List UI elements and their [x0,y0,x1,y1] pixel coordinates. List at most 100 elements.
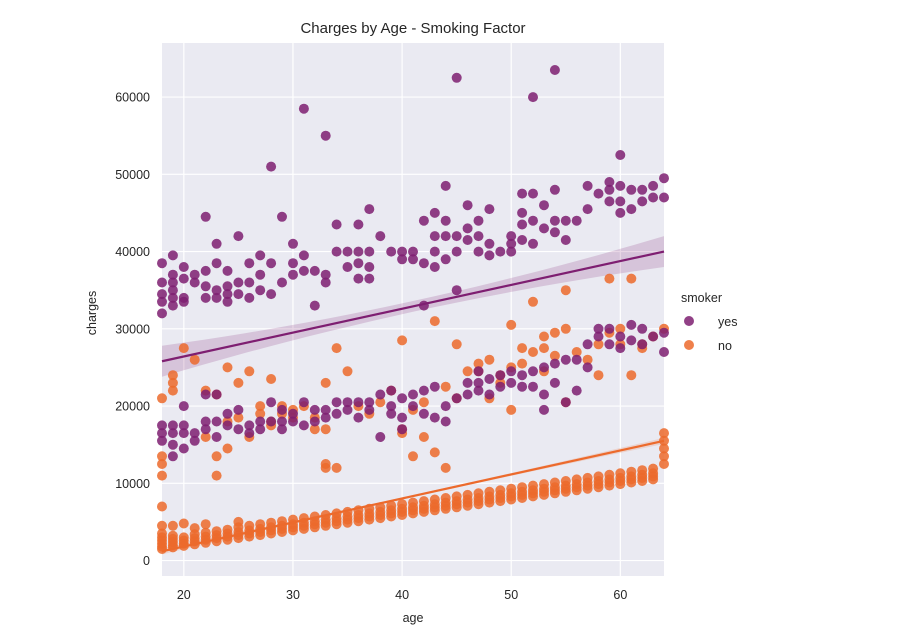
point-yes-178 [517,219,528,230]
point-yes-117 [386,246,397,257]
x-tick-label-0: 20 [177,588,191,602]
point-yes-15 [167,428,178,439]
point-no-193 [484,486,495,497]
point-yes-82 [298,265,309,276]
point-yes-124 [397,412,408,423]
point-yes-101 [342,404,353,415]
point-yes-85 [309,265,320,276]
point-yes-229 [637,196,648,207]
point-yes-155 [462,377,473,388]
point-yes-0 [157,258,167,269]
point-yes-192 [539,404,549,415]
point-no-233 [549,350,560,361]
point-no-18 [167,385,178,396]
point-yes-55 [244,258,255,269]
point-no-43 [211,526,222,537]
point-yes-52 [233,289,244,300]
point-no-286 [659,459,669,469]
point-no-121 [342,366,353,377]
point-yes-133 [418,385,429,396]
point-no-226 [539,343,549,354]
point-yes-111 [364,273,375,284]
point-no-274 [626,370,637,381]
point-no-148 [397,335,408,346]
point-no-160 [418,397,429,408]
point-no-136 [375,397,386,408]
point-yes-3 [157,296,167,307]
point-yes-33 [200,292,211,303]
point-yes-18 [178,262,189,272]
point-no-182 [462,489,473,500]
point-yes-40 [211,292,222,303]
point-yes-212 [593,323,604,334]
point-yes-213 [604,177,615,187]
x-tick-label-3: 50 [504,588,518,602]
point-yes-225 [626,204,637,215]
point-yes-198 [549,377,560,388]
point-yes-54 [233,404,244,415]
point-yes-25 [178,443,189,454]
point-yes-80 [298,103,309,114]
point-yes-89 [320,130,331,141]
point-no-214 [517,343,528,354]
point-yes-65 [266,161,277,172]
point-yes-56 [244,277,255,288]
point-no-58 [233,516,244,527]
point-yes-30 [200,211,211,222]
point-yes-123 [397,393,408,404]
point-yes-168 [495,246,506,257]
point-yes-230 [637,323,648,334]
point-yes-48 [222,408,233,419]
point-yes-175 [506,377,517,388]
point-yes-93 [320,412,331,423]
point-yes-11 [167,285,178,296]
point-yes-77 [288,269,298,280]
point-yes-100 [342,397,353,408]
point-yes-96 [331,408,342,419]
point-yes-169 [495,370,506,381]
point-yes-197 [549,358,560,369]
point-yes-238 [659,347,669,357]
point-yes-43 [211,432,222,442]
point-yes-63 [255,416,266,427]
point-yes-95 [331,246,342,257]
point-no-79 [266,374,277,384]
point-yes-13 [167,300,178,311]
point-yes-92 [320,404,331,415]
point-no-16 [167,530,178,541]
point-yes-176 [517,188,528,199]
point-yes-221 [615,207,626,218]
point-yes-143 [440,231,451,242]
point-no-71 [255,401,266,412]
point-yes-72 [277,404,287,415]
regression-line-yes [161,250,665,363]
point-no-260 [604,469,615,480]
point-yes-105 [353,273,364,284]
point-no-176 [451,491,462,502]
point-yes-218 [615,150,626,160]
point-no-254 [593,471,604,482]
point-yes-166 [484,374,495,384]
point-yes-208 [582,339,593,350]
point-yes-107 [353,412,364,423]
point-yes-67 [266,289,277,300]
point-no-205 [506,483,517,494]
point-yes-46 [222,289,233,300]
point-yes-129 [408,401,418,412]
point-yes-234 [648,331,659,342]
point-yes-69 [266,416,277,427]
point-yes-28 [189,428,200,439]
point-no-165 [429,447,440,458]
point-yes-236 [659,192,669,203]
point-yes-104 [353,258,364,269]
point-no-8 [157,470,167,481]
point-yes-127 [408,254,418,265]
point-no-44 [211,470,222,481]
point-yes-59 [244,428,255,439]
x-tick-label-1: 30 [286,588,300,602]
point-yes-184 [528,215,538,226]
point-yes-5 [157,420,167,431]
point-yes-210 [593,188,604,199]
point-yes-196 [549,227,560,238]
point-no-17 [167,520,178,531]
